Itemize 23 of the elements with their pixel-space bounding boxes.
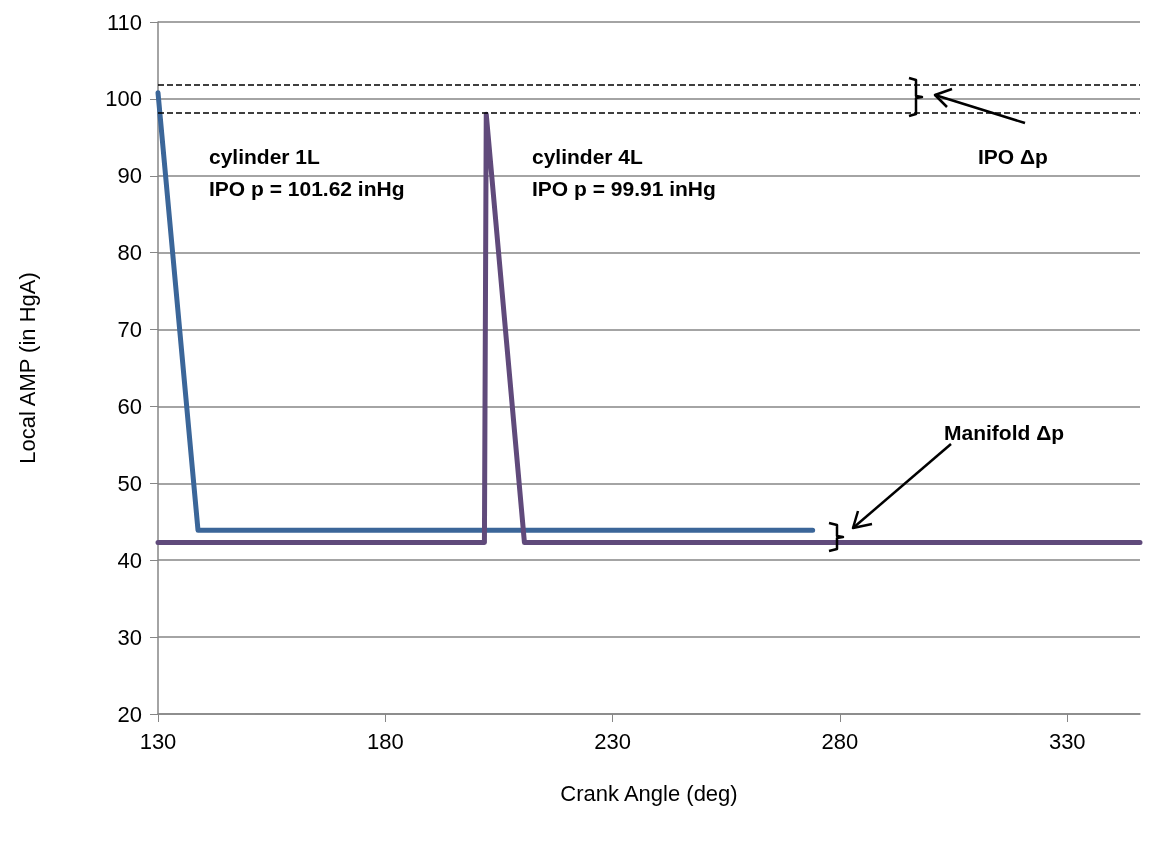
annotation: IPO p = 99.91 inHg	[532, 177, 716, 200]
y-axis-title: Local AMP (in HgA)	[14, 272, 40, 464]
y-tick-label: 80	[117, 240, 142, 266]
annotation: cylinder 1L	[209, 145, 321, 168]
x-axis-title: Crank Angle (deg)	[560, 780, 738, 806]
y-tick-label: 40	[117, 547, 142, 573]
x-tick-label: 230	[594, 728, 631, 754]
y-tick-label: 60	[117, 393, 142, 419]
x-tick-label: 280	[821, 728, 859, 754]
y-tick-label: 110	[106, 9, 142, 35]
annotation: IPO Δp	[978, 145, 1048, 168]
x-tick-label: 180	[366, 728, 404, 754]
y-tick-label: 100	[105, 86, 142, 112]
annotation: Manifold Δp	[944, 421, 1065, 444]
annotation: cylinder 4L	[532, 145, 644, 168]
y-tick-label: 50	[117, 470, 142, 496]
y-tick-label: 30	[117, 624, 142, 650]
y-tick-label: 70	[117, 317, 142, 343]
annotation: IPO p = 101.62 inHg	[209, 177, 405, 200]
x-tick-label: 130	[139, 728, 177, 754]
x-tick-label: 330	[1048, 728, 1086, 754]
y-tick-label: 90	[117, 163, 142, 189]
y-tick-label: 20	[117, 701, 142, 727]
